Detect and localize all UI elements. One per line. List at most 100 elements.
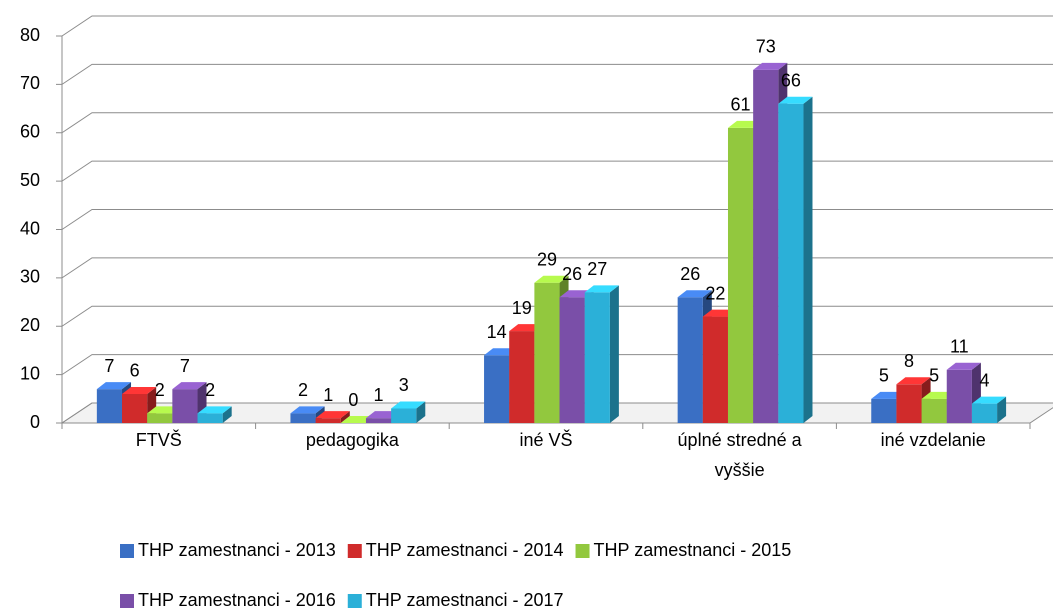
bar-top xyxy=(391,401,426,409)
y-tick-label: 20 xyxy=(20,315,40,335)
bar xyxy=(509,331,535,423)
y-tick-label: 0 xyxy=(30,412,40,432)
grid-line xyxy=(61,112,1053,134)
legend-label: THP zamestnanci - 2017 xyxy=(366,590,564,610)
x-tick-label-line: úplné stredné a xyxy=(678,430,803,450)
bar-top xyxy=(534,275,569,283)
bar xyxy=(197,413,223,423)
bar-side xyxy=(803,96,813,423)
y-tick-label: 80 xyxy=(20,25,40,45)
data-label: 3 xyxy=(399,375,409,395)
bar-top xyxy=(946,362,981,370)
data-label: 1 xyxy=(374,385,384,405)
legend-marker xyxy=(575,544,590,558)
legend-marker xyxy=(347,594,362,608)
bar xyxy=(290,413,316,423)
data-label: 4 xyxy=(979,370,989,390)
data-label: 8 xyxy=(904,351,914,371)
bar-side xyxy=(222,406,232,423)
bar xyxy=(702,316,728,423)
data-label: 73 xyxy=(756,37,776,57)
bar xyxy=(677,297,703,423)
bar-top xyxy=(896,377,931,385)
data-label: 11 xyxy=(950,337,969,357)
data-label: 19 xyxy=(512,298,532,318)
legend-marker xyxy=(347,544,362,558)
data-label: 7 xyxy=(180,356,190,376)
x-tick-label: iné VŠ xyxy=(519,429,572,450)
bar xyxy=(753,69,779,424)
bar xyxy=(778,103,804,423)
data-label: 1 xyxy=(323,385,333,405)
bar-top xyxy=(753,62,788,70)
grid-line xyxy=(61,257,1053,279)
y-tick-label: 50 xyxy=(20,170,40,190)
data-label: 29 xyxy=(537,249,557,269)
y-tick-label: 70 xyxy=(20,73,40,93)
bar xyxy=(96,389,123,423)
data-label: 2 xyxy=(298,380,308,400)
bar xyxy=(534,282,560,423)
bar xyxy=(921,398,947,423)
data-label: 66 xyxy=(781,70,801,90)
y-tick-label: 30 xyxy=(20,267,40,287)
x-tick-label-line: vyššie xyxy=(715,460,765,480)
data-label: 5 xyxy=(879,366,889,386)
y-tick-label: 60 xyxy=(20,122,40,142)
legend-label: THP zamestnanci - 2013 xyxy=(138,540,336,560)
data-label: 2 xyxy=(155,380,165,400)
bar-top xyxy=(197,406,232,414)
data-label: 22 xyxy=(705,283,725,303)
bar-side xyxy=(997,396,1007,423)
bar-side xyxy=(340,411,350,423)
bar xyxy=(871,398,897,423)
grid-line xyxy=(61,209,1053,230)
x-tick-label: úplné stredné a vyššie xyxy=(678,430,803,480)
legend-label: THP zamestnanci - 2015 xyxy=(594,540,792,560)
y-tick-label: 10 xyxy=(20,363,40,383)
bar-top xyxy=(971,396,1007,404)
bar xyxy=(971,403,998,423)
legend-marker xyxy=(120,594,134,608)
grid-line xyxy=(61,63,1053,85)
bar xyxy=(147,413,173,423)
bar-top xyxy=(96,382,132,390)
bar-top xyxy=(778,96,813,104)
data-label: 26 xyxy=(680,264,700,284)
bar xyxy=(727,127,754,423)
bar-top xyxy=(677,290,712,298)
bar-side xyxy=(609,285,619,423)
bar-top xyxy=(290,406,325,414)
bar-top xyxy=(315,411,350,419)
x-tick-label: FTVŠ xyxy=(136,429,182,450)
grid-line xyxy=(61,15,1053,37)
legend-label: THP zamestnanci - 2016 xyxy=(138,590,336,610)
data-label: 61 xyxy=(731,95,751,115)
bar-top xyxy=(172,382,207,390)
legend-label: THP zamestnanci - 2014 xyxy=(366,540,564,560)
bar xyxy=(896,384,922,423)
data-label: 0 xyxy=(348,390,358,410)
data-label: 26 xyxy=(562,264,582,284)
bar xyxy=(559,297,585,423)
data-label: 2 xyxy=(205,380,215,400)
y-tick-label: 40 xyxy=(20,218,40,238)
bar xyxy=(122,393,148,423)
data-label: 5 xyxy=(929,366,939,386)
bar xyxy=(391,408,417,423)
bar-top xyxy=(584,285,619,293)
bar-side xyxy=(416,401,426,423)
data-label: 6 xyxy=(130,361,140,381)
bar xyxy=(584,292,610,423)
bar xyxy=(946,369,972,423)
grid-line xyxy=(61,160,1053,182)
bar xyxy=(172,389,198,423)
x-tick-label: iné vzdelanie xyxy=(881,430,986,450)
bar xyxy=(484,355,510,423)
bar-top xyxy=(122,386,157,394)
data-label: 14 xyxy=(487,322,507,342)
legend-marker xyxy=(120,544,134,558)
bar xyxy=(365,418,392,423)
data-label: 27 xyxy=(587,259,607,279)
